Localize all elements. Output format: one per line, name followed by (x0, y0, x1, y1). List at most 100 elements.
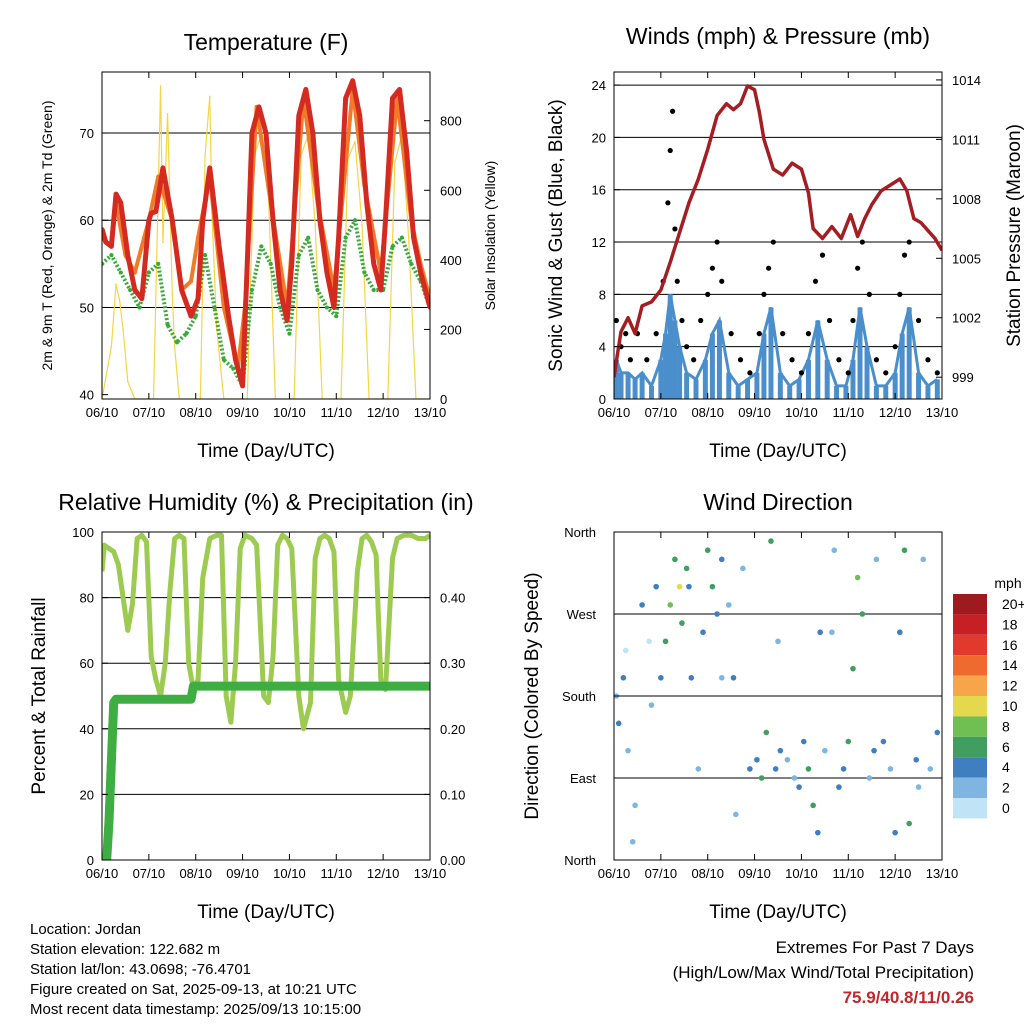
data-point-td (231, 366, 236, 371)
series-line-td (102, 218, 430, 388)
gust-point (747, 370, 753, 376)
data-point-t2m (285, 318, 290, 323)
gust-point (845, 370, 851, 376)
data-point-solar (204, 154, 206, 157)
data-point-td (268, 261, 273, 266)
data-point-t2m (249, 131, 254, 136)
x-tick-label: 07/10 (645, 405, 678, 420)
data-point-solar (162, 241, 164, 244)
gust-point (892, 344, 898, 350)
direction-point (683, 565, 690, 572)
direction-point (866, 775, 873, 781)
data-point-t2m (200, 218, 205, 223)
gust-point (866, 291, 872, 297)
data-point-t2m (390, 96, 395, 101)
gust-point (669, 108, 676, 114)
series-line-rh (102, 532, 430, 732)
gust-point (653, 331, 659, 337)
data-point-t2m (383, 218, 388, 223)
direction-point (688, 674, 695, 681)
gust-point (826, 317, 833, 324)
direction-point (859, 611, 866, 617)
gust-point (934, 370, 940, 376)
direction-point (768, 538, 774, 544)
data-point-solar (166, 112, 169, 115)
series-line-pressure (614, 84, 942, 378)
legend-label: 4 (1002, 759, 1010, 775)
speed-legend: mph 20+ 18 16 14 12 10 8 6 4 2 0 (953, 575, 1024, 819)
gust-point (761, 291, 767, 297)
gust-point (756, 331, 762, 337)
direction-point (892, 829, 898, 836)
gust-point (684, 344, 690, 350)
data-point-td (118, 270, 123, 275)
data-point-td (165, 322, 170, 327)
data-point-td (390, 244, 395, 249)
gust-point (691, 357, 697, 363)
data-point-t2m (118, 200, 123, 205)
gust-point (812, 278, 819, 284)
gust-point (859, 239, 865, 245)
direction-point (772, 766, 779, 772)
data-point-t2m (378, 288, 383, 292)
humidity-data (102, 532, 430, 860)
x-axis-label: Time (Day/UTC) (197, 441, 335, 462)
direction-point (873, 556, 880, 563)
data-point-t2m (310, 131, 315, 136)
y-tick-label: West (567, 607, 597, 622)
direction-point (920, 556, 927, 563)
direction-point (718, 674, 725, 681)
data-point-td (334, 314, 339, 319)
data-point-td (203, 253, 208, 258)
x-tick-label: 13/10 (414, 405, 447, 420)
extremes-title: Extremes For Past 7 Days (775, 938, 974, 957)
gust-point (897, 291, 903, 297)
x-tick-label: 12/10 (879, 866, 912, 881)
data-point-t2m (217, 244, 222, 249)
x-axis-label: Time (Day/UTC) (709, 441, 847, 462)
data-point-t2m (207, 165, 212, 170)
direction-point (622, 647, 629, 654)
x-tick-label: 06/10 (598, 866, 631, 881)
legend-swatch (953, 696, 987, 717)
data-point-t2m (160, 165, 165, 170)
data-point-solar (115, 283, 117, 286)
legend-label: 14 (1002, 657, 1018, 673)
latlon-text: Station lat/lon: 43.0698; -76.4701 (30, 961, 252, 978)
x-tick-label: 13/10 (414, 866, 447, 881)
y2-tick-label: 999 (952, 370, 974, 385)
x-tick-label: 10/10 (785, 405, 818, 420)
x-tick-label: 06/10 (86, 405, 119, 420)
y2-tick-label: 0.00 (440, 853, 465, 868)
data-point-solar (159, 85, 162, 87)
y2-tick-label: 0.10 (440, 787, 465, 802)
gust-point (679, 317, 685, 324)
x-tick-label: 11/10 (320, 866, 352, 881)
data-point-t2m (240, 383, 245, 388)
temperature-data (102, 78, 430, 399)
legend-label: 10 (1002, 698, 1018, 714)
legend-swatch (953, 716, 987, 737)
direction-point (901, 547, 908, 554)
y-tick-label: 20 (592, 130, 606, 145)
y2-tick-label: 0 (440, 392, 447, 407)
series-line-t2m (102, 78, 430, 389)
gust-point (766, 265, 772, 271)
data-point-td (156, 261, 161, 266)
data-point-solar (314, 224, 317, 226)
y-tick-label: North (564, 853, 596, 868)
chart-title: Winds (mph) & Pressure (mb) (626, 23, 930, 49)
data-point-solar (119, 300, 121, 303)
x-tick-label: 09/10 (738, 866, 771, 881)
data-point-solar (173, 346, 176, 348)
y-tick-label: 40 (80, 722, 94, 737)
data-point-solar (354, 140, 356, 143)
data-point-td (249, 288, 254, 292)
gust-point (665, 200, 671, 206)
legend-swatch (953, 736, 987, 758)
gust-point (674, 278, 680, 284)
gust-point (667, 147, 673, 154)
gust-point (805, 331, 812, 337)
x-tick-label: 09/10 (738, 405, 771, 420)
